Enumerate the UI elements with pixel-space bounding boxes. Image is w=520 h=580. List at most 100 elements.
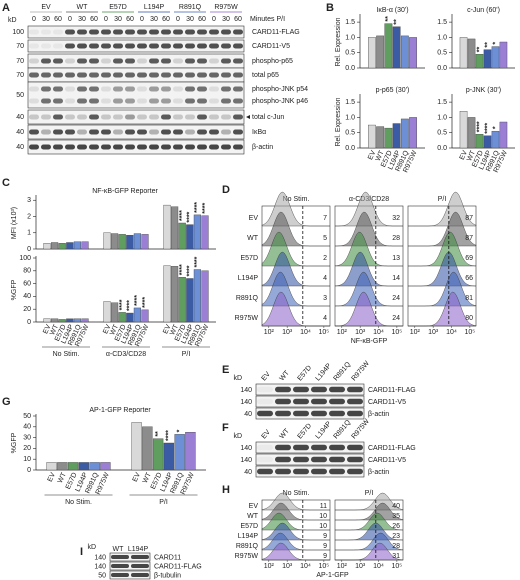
band — [233, 29, 243, 35]
x-tick-label: EV — [162, 323, 172, 335]
significance: **** — [194, 202, 201, 213]
band — [209, 29, 219, 35]
x-axis-label: NF-κB-GFP — [351, 338, 388, 345]
significance: **** — [484, 123, 491, 134]
column-header: No Stim. — [283, 490, 310, 497]
kd-marker: 70 — [16, 72, 24, 79]
band — [77, 114, 87, 120]
lane-label: R891Q — [333, 419, 353, 441]
band — [65, 144, 75, 150]
x-tick-label: WT — [49, 323, 60, 336]
time-label: 30 — [150, 16, 158, 23]
significance: * — [492, 126, 499, 129]
percent-label: 40 — [392, 503, 400, 510]
band — [197, 144, 207, 150]
significance: * — [492, 42, 499, 45]
band — [137, 86, 147, 92]
y-tick-label: 50 — [23, 413, 31, 420]
bar — [141, 309, 149, 323]
lane-label: WT — [113, 546, 125, 553]
y-tick-label: 100 — [19, 255, 31, 262]
time-label: 60 — [126, 16, 134, 23]
lane-group-label: EV — [41, 4, 51, 11]
band — [311, 398, 327, 405]
band — [77, 43, 87, 49]
bar — [133, 307, 142, 323]
percent-label: 66 — [465, 275, 473, 282]
band — [53, 29, 63, 35]
lane-group-label: E57D — [109, 4, 127, 11]
bar — [392, 26, 401, 69]
x-tick-label: EV — [47, 471, 57, 483]
band — [161, 72, 171, 78]
band — [53, 114, 63, 120]
x-tick-label: 10⁵ — [465, 329, 476, 336]
band — [53, 72, 63, 78]
y-tick-label: 1.5 — [437, 19, 447, 26]
band — [275, 456, 291, 463]
chart-title: AP-1-GFP Reporter — [89, 407, 151, 414]
band — [221, 72, 231, 78]
band — [329, 410, 345, 417]
band — [29, 29, 39, 35]
bar — [118, 234, 126, 250]
panel-label: G — [2, 396, 11, 408]
y-tick-label: 30 — [23, 434, 31, 441]
row-label: EV — [249, 215, 259, 222]
y-tick-label: 0.5 — [437, 50, 447, 57]
band — [65, 72, 75, 78]
lane-label: R975W — [351, 360, 372, 383]
band — [41, 58, 51, 64]
time-label: 60 — [198, 16, 206, 23]
kd-marker: 140 — [240, 399, 252, 406]
x-tick-label: 10³ — [282, 329, 293, 336]
row-label: total p65 — [252, 72, 279, 79]
time-label: 30 — [78, 16, 86, 23]
x-tick-label: WT — [142, 471, 153, 484]
bar — [483, 49, 492, 69]
percent-label: 11 — [320, 503, 327, 510]
bar — [499, 121, 508, 149]
bar — [201, 215, 209, 250]
blot-frame — [27, 81, 245, 109]
band — [347, 456, 363, 463]
percent-label: 14 — [392, 275, 400, 282]
band — [149, 58, 159, 64]
row-label: CARD11-V5 — [252, 43, 290, 50]
x-tick-label: 10² — [337, 329, 348, 336]
kd-marker: 100 — [12, 29, 24, 36]
band — [149, 43, 159, 49]
bar — [475, 134, 484, 149]
bar — [66, 242, 74, 250]
bar — [73, 241, 82, 250]
band — [77, 144, 87, 150]
bar — [43, 243, 51, 250]
x-tick-label: WT — [109, 323, 120, 336]
band — [89, 98, 99, 104]
blot-frame — [27, 124, 245, 140]
band — [65, 114, 75, 120]
chart-title: IκB-α (30') — [376, 7, 408, 14]
kd-caption: kD — [233, 433, 242, 440]
band — [185, 144, 195, 150]
band — [329, 386, 345, 393]
y-tick-label: 0.0 — [345, 145, 355, 152]
kd-marker: 50 — [98, 572, 106, 579]
band — [101, 114, 111, 120]
bar — [392, 123, 401, 149]
y-axis-label: Rel. Expression — [335, 17, 342, 66]
bar — [170, 206, 179, 250]
row-label: R891Q — [236, 543, 259, 550]
band — [173, 114, 183, 120]
percent-label: 32 — [392, 215, 400, 222]
panel-label: H — [222, 484, 230, 496]
band — [209, 129, 219, 135]
arrow-head — [246, 115, 250, 119]
bar — [459, 37, 468, 69]
chart-title: c-Jun (60') — [467, 7, 500, 14]
kd-marker: 40 — [244, 469, 252, 476]
lane-label: R891Q — [333, 361, 353, 383]
bar — [193, 214, 202, 250]
band — [197, 72, 207, 78]
